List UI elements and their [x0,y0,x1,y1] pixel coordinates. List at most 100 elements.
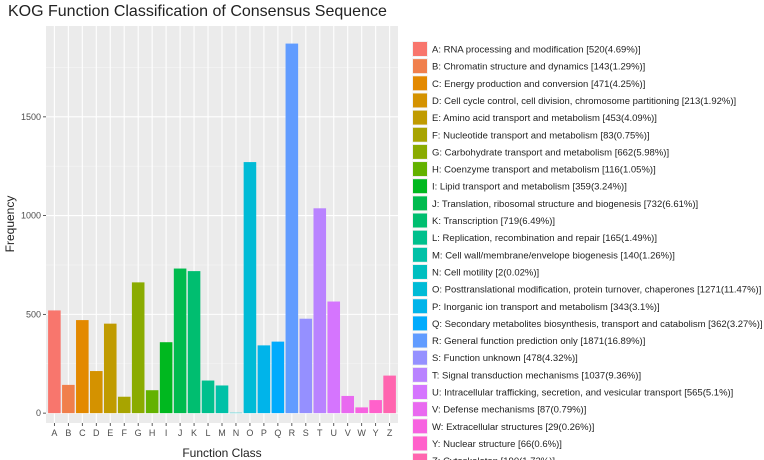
x-tick-label: O [246,428,253,438]
bar-R [285,43,299,414]
y-axis: 0 500 1000 1500 [21,112,46,418]
legend-label: H: Coenzyme transport and metabolism [11… [432,165,656,176]
legend-label: F: Nucleotide transport and metabolism [… [432,130,650,141]
y-tick-label: 1000 [21,211,41,221]
legend: A: RNA processing and modification [520(… [412,41,763,460]
bar-K [187,271,201,414]
legend-swatch-C [413,76,427,91]
x-tick-label: M [218,428,226,438]
legend-swatch-K [413,213,427,228]
bar-C [76,320,89,414]
legend-swatch-N [413,264,427,279]
x-tick-label: D [93,428,100,438]
x-tick-label: V [345,428,351,438]
bar-B [62,384,75,414]
y-tick-label: 1500 [21,112,41,122]
legend-label: O: Posttranslational modification, prote… [432,285,761,296]
bar-M [215,385,229,414]
bar-U [327,301,341,414]
x-tick-label: S [303,428,309,438]
legend-swatch-Q [413,316,427,331]
x-tick-label: G [135,428,142,438]
legend-label: V: Defense mechanisms [87(0.79%)] [432,405,586,416]
x-tick-label: N [233,428,240,438]
x-tick-label: W [357,428,366,438]
x-tick-label: U [330,428,337,438]
x-tick-label: P [261,428,267,438]
chart-title: KOG Function Classification of Consensus… [8,3,387,20]
legend-swatch-W [413,419,427,434]
legend-swatch-J [413,196,427,211]
legend-label: T: Signal transduction mechanisms [1037(… [432,370,641,381]
legend-swatch-F [413,127,427,142]
x-tick-label: Z [387,428,393,438]
x-tick-label: L [206,428,211,438]
legend-label: W: Extracellular structures [29(0.26%)] [432,422,594,433]
bar-Y [369,400,382,414]
bar-V [341,395,354,414]
x-tick-label: C [79,428,86,438]
legend-label: P: Inorganic ion transport and metabolis… [432,302,660,313]
legend-label: N: Cell motility [2(0.02%)] [432,267,539,278]
bar-J [173,268,187,414]
x-tick-label: Q [274,428,281,438]
legend-swatch-D [413,93,427,108]
legend-swatch-M [413,247,427,262]
x-tick-label: F [121,428,127,438]
x-tick-label: K [191,428,197,438]
x-tick-label: Y [373,428,379,438]
bar-L [201,380,215,414]
x-tick-label: B [65,428,71,438]
legend-label: B: Chromatin structure and dynamics [143… [432,62,645,73]
legend-swatch-G [413,144,427,159]
bar-E [103,323,117,414]
legend-swatch-T [413,367,427,382]
x-tick-label: R [289,428,296,438]
bar-O [243,162,257,414]
legend-label: I: Lipid transport and metabolism [359(3… [432,182,627,193]
legend-swatch-O [413,282,427,297]
legend-label: K: Transcription [719(6.49%)] [432,216,555,227]
bar-Q [271,341,285,414]
legend-label: Q: Secondary metabolites biosynthesis, t… [432,319,763,330]
x-tick-label: E [107,428,113,438]
y-axis-title: Frequency [3,196,17,253]
legend-label: U: Intracellular trafficking, secretion,… [432,388,733,399]
bar-H [145,390,159,414]
x-tick-label: A [51,428,57,438]
bar-S [299,318,313,414]
legend-label: R: General function prediction only [187… [432,336,645,347]
legend-swatch-Y [413,436,427,451]
x-tick-label: H [149,428,156,438]
bar-F [117,396,131,414]
legend-label: D: Cell cycle control, cell division, ch… [432,96,736,107]
legend-swatch-B [413,59,427,74]
y-tick-label: 0 [36,408,41,418]
x-axis-title: Function Class [182,446,261,460]
x-tick-label: I [165,428,168,438]
bar-A [48,310,61,414]
bar-Z [383,375,396,414]
legend-label: J: Translation, ribosomal structure and … [432,199,698,210]
legend-label: A: RNA processing and modification [520(… [432,45,641,56]
legend-swatch-I [413,179,427,194]
legend-label: S: Function unknown [478(4.32%)] [432,353,578,364]
legend-label: L: Replication, recombination and repair… [432,233,657,244]
legend-swatch-Z [413,453,427,460]
bar-T [313,208,327,414]
legend-swatch-U [413,385,427,399]
legend-label: M: Cell wall/membrane/envelope biogenesi… [432,250,675,261]
legend-label: C: Energy production and conversion [471… [432,79,645,90]
x-tick-label: J [178,428,183,438]
x-tick-label: T [317,428,323,438]
bar-G [131,282,145,414]
legend-label: Y: Nuclear structure [66(0.6%)] [432,439,562,450]
legend-swatch-R [413,333,427,348]
bar-D [90,371,103,414]
legend-label: G: Carbohydrate transport and metabolism… [432,147,669,158]
bar-group [48,43,396,414]
bar-I [159,342,173,414]
legend-swatch-P [413,299,427,314]
